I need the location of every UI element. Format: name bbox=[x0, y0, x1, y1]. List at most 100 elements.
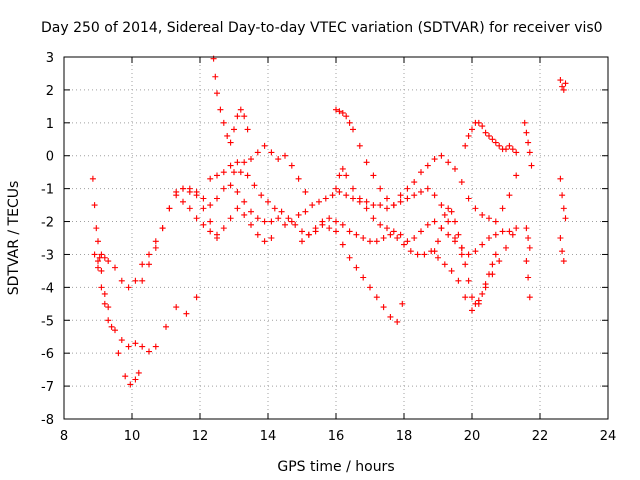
data-point bbox=[526, 244, 533, 251]
data-point bbox=[390, 228, 397, 235]
data-point bbox=[152, 238, 159, 245]
data-point bbox=[139, 261, 146, 268]
y-tick-label: -4 bbox=[41, 281, 54, 296]
y-tick-label: -6 bbox=[41, 347, 54, 362]
data-point bbox=[336, 172, 343, 179]
data-point bbox=[404, 185, 411, 192]
data-point bbox=[482, 281, 489, 288]
data-point bbox=[399, 300, 406, 307]
data-point bbox=[302, 208, 309, 215]
data-point bbox=[486, 215, 492, 222]
data-point bbox=[445, 218, 452, 225]
data-point bbox=[394, 235, 401, 241]
data-point bbox=[95, 238, 101, 245]
data-point bbox=[132, 277, 139, 284]
y-tick-label: -5 bbox=[41, 314, 54, 329]
data-point bbox=[370, 215, 377, 222]
data-point bbox=[95, 258, 101, 265]
data-point bbox=[525, 235, 532, 241]
data-point bbox=[380, 235, 387, 241]
data-point bbox=[333, 106, 339, 113]
data-point bbox=[499, 228, 506, 235]
data-point bbox=[258, 192, 265, 199]
data-point bbox=[441, 211, 448, 218]
data-point bbox=[96, 254, 103, 261]
data-point bbox=[95, 264, 101, 271]
data-point bbox=[227, 215, 234, 222]
data-point bbox=[370, 202, 377, 209]
data-point bbox=[489, 261, 496, 268]
data-point bbox=[212, 73, 219, 80]
data-point bbox=[159, 225, 166, 232]
data-point bbox=[475, 119, 482, 126]
y-tick-label: -7 bbox=[41, 380, 54, 395]
data-point bbox=[248, 208, 254, 215]
data-point bbox=[411, 192, 418, 199]
data-point bbox=[431, 192, 438, 199]
data-point bbox=[180, 185, 186, 192]
data-point bbox=[186, 205, 193, 212]
data-point bbox=[458, 179, 465, 186]
data-point bbox=[278, 208, 285, 215]
data-point bbox=[373, 238, 380, 245]
data-point bbox=[373, 294, 380, 301]
data-point bbox=[469, 126, 475, 133]
data-point bbox=[479, 211, 486, 218]
data-point bbox=[186, 185, 193, 192]
data-point bbox=[431, 218, 438, 225]
data-point bbox=[559, 248, 566, 255]
series-track-1 bbox=[91, 251, 200, 355]
data-point bbox=[486, 271, 492, 278]
data-point bbox=[214, 235, 220, 241]
data-point bbox=[101, 290, 108, 297]
data-point bbox=[411, 235, 418, 241]
data-point bbox=[418, 188, 424, 195]
x-tick-label: 10 bbox=[124, 429, 141, 444]
data-point bbox=[207, 228, 214, 235]
data-point bbox=[462, 142, 469, 149]
data-point bbox=[384, 225, 390, 232]
data-point bbox=[105, 304, 112, 311]
data-point bbox=[275, 215, 282, 222]
data-point bbox=[288, 218, 295, 225]
data-point bbox=[435, 238, 441, 245]
data-point bbox=[237, 169, 244, 176]
data-point bbox=[465, 132, 472, 139]
data-point bbox=[241, 211, 248, 218]
data-point bbox=[254, 231, 261, 238]
data-point bbox=[339, 109, 346, 116]
x-tick-label: 22 bbox=[532, 429, 549, 444]
series-track-14 bbox=[431, 205, 499, 307]
data-point bbox=[241, 159, 248, 166]
data-point bbox=[139, 343, 146, 350]
data-point bbox=[407, 248, 414, 255]
data-point bbox=[397, 192, 404, 199]
data-point bbox=[486, 132, 492, 139]
data-point bbox=[244, 126, 251, 133]
data-point bbox=[350, 185, 356, 192]
data-point bbox=[224, 132, 231, 139]
data-point bbox=[414, 251, 421, 258]
data-point bbox=[343, 172, 350, 179]
data-point bbox=[492, 251, 499, 258]
data-point bbox=[482, 129, 489, 136]
data-point bbox=[513, 172, 520, 179]
data-point bbox=[89, 175, 96, 182]
data-point bbox=[326, 225, 333, 232]
data-point bbox=[496, 258, 503, 265]
data-point bbox=[152, 244, 159, 251]
data-point bbox=[431, 248, 438, 255]
x-tick-label: 20 bbox=[464, 429, 481, 444]
data-point bbox=[356, 195, 363, 202]
data-point bbox=[125, 343, 132, 350]
data-point bbox=[193, 215, 200, 222]
data-point bbox=[248, 156, 254, 163]
data-point bbox=[118, 337, 125, 344]
data-point bbox=[234, 205, 241, 212]
data-point bbox=[146, 348, 152, 355]
data-point bbox=[339, 165, 346, 172]
data-point bbox=[438, 225, 445, 232]
data-point bbox=[244, 172, 251, 179]
